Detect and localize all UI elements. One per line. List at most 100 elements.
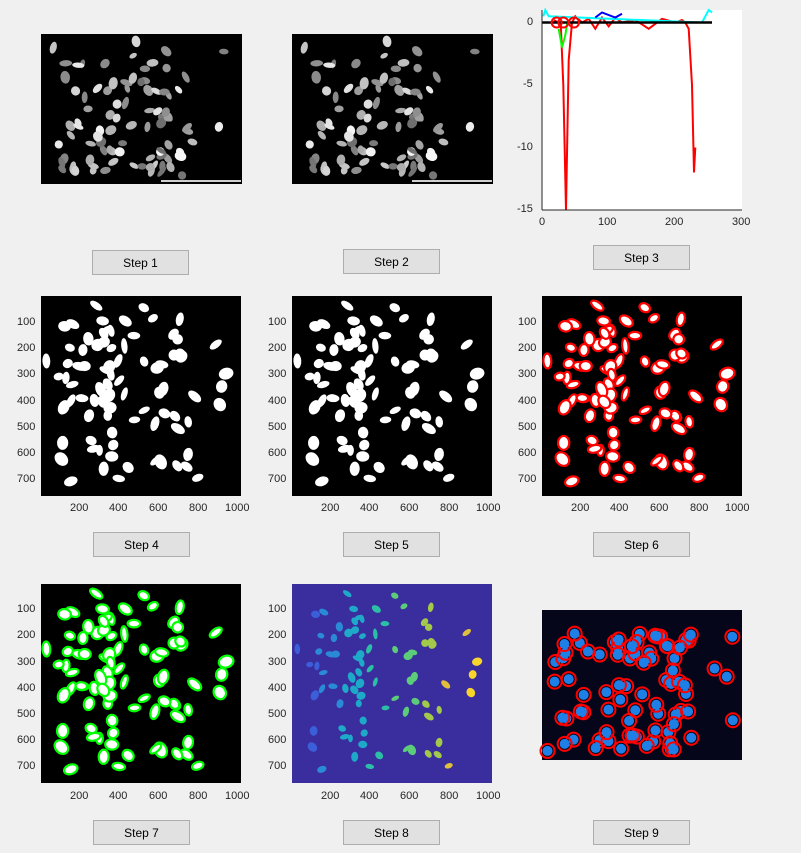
red-outline (563, 475, 580, 488)
binary-blob (390, 356, 400, 367)
y-tick: 400 (268, 682, 287, 694)
label-blob (310, 690, 319, 701)
nucleus-dot (372, 96, 380, 110)
step3-button[interactable]: Step 3 (593, 245, 690, 270)
green-outline (104, 738, 120, 751)
step7-button[interactable]: Step 7 (93, 820, 190, 845)
binary-blob (305, 452, 320, 466)
label-blob (358, 740, 368, 749)
overlay-circle (591, 646, 608, 663)
step1-button[interactable]: Step 1 (92, 250, 189, 275)
nucleus-dot (100, 58, 110, 69)
y-tick: 700 (268, 760, 287, 772)
red-outline (578, 359, 593, 373)
nucleus-dot (359, 77, 369, 90)
overlay-nucleus (679, 680, 690, 691)
overlay-nucleus (569, 628, 580, 639)
step4-button[interactable]: Step 4 (93, 532, 190, 557)
green-outline (74, 681, 89, 692)
overlay-circle (635, 654, 652, 671)
binary-blob (57, 400, 70, 415)
label-blob (441, 680, 451, 689)
overlay-nucleus (638, 657, 649, 668)
green-outline (137, 590, 151, 602)
green-outline (77, 647, 92, 661)
label-blob (391, 592, 399, 599)
red-outline (613, 374, 627, 388)
label-blob (314, 661, 320, 671)
binary-blob (108, 439, 119, 451)
binary-blob (313, 371, 321, 385)
binary-blob (372, 338, 379, 354)
y-tick: 500 (17, 708, 36, 720)
overlay-nucleus (550, 657, 561, 668)
label-blob (339, 734, 350, 740)
nucleus-dot (300, 41, 308, 54)
red-outline (688, 389, 704, 404)
binary-blob (106, 344, 117, 353)
y-tick: 400 (518, 395, 537, 407)
green-outline (154, 647, 170, 658)
x-tick: 600 (400, 790, 419, 802)
nucleus-dot (311, 70, 322, 84)
overlay-circle (579, 643, 596, 660)
overlay-nucleus (563, 674, 574, 685)
overlay-circle (680, 703, 697, 720)
green-outline (105, 713, 119, 728)
red-outline (657, 380, 671, 398)
binary-blob (346, 381, 358, 398)
nucleus-dot (390, 65, 402, 73)
overlay-circle (621, 712, 638, 729)
y-tick: 500 (268, 708, 287, 720)
green-outline (56, 687, 71, 704)
nucleus-dot (470, 48, 480, 55)
nucleus-dot (425, 85, 434, 94)
label-blob (318, 684, 326, 694)
y-tick: 700 (268, 473, 287, 485)
label-blob (330, 633, 338, 643)
step2-button[interactable]: Step 2 (343, 249, 440, 274)
overlay-nucleus (559, 738, 570, 749)
red-outline (554, 451, 571, 467)
green-outline (85, 731, 102, 742)
label-blob (355, 668, 363, 677)
red-outline (715, 379, 730, 394)
red-outline (683, 446, 696, 463)
nucleus-dot (72, 62, 85, 68)
nucleus-dot (156, 147, 166, 154)
y-tick: 400 (17, 395, 36, 407)
green-outline (105, 655, 116, 670)
y-tick: 700 (17, 760, 36, 772)
step7-green-outlines (41, 587, 235, 776)
overlay-nucleus (721, 671, 732, 682)
label-blob (427, 602, 434, 613)
nucleus-dot (408, 166, 418, 177)
nucleus-dot (325, 118, 333, 127)
nucleus-dot (112, 113, 121, 123)
binary-blob (127, 331, 141, 340)
overlay-circle (554, 709, 571, 726)
nucleus-dot (351, 58, 361, 69)
x-tick: 800 (189, 502, 208, 514)
y-tick: 600 (518, 447, 537, 459)
binary-blob (334, 332, 345, 346)
overlay-nucleus (667, 665, 678, 676)
y-tick: 400 (268, 395, 287, 407)
nucleus-dot (146, 59, 159, 67)
step9-button[interactable]: Step 9 (593, 820, 690, 845)
step8-button[interactable]: Step 8 (343, 820, 440, 845)
nucleus-dot (322, 166, 331, 176)
overlay-nucleus (685, 629, 696, 640)
label-blob (328, 683, 337, 689)
y-tick: 100 (268, 603, 287, 615)
nucleus-dot (380, 52, 388, 59)
binary-blob (316, 380, 330, 389)
step5-button[interactable]: Step 5 (343, 532, 440, 557)
chart-y-tick: 0 (527, 16, 534, 28)
binary-blob (431, 461, 444, 472)
binary-blob (62, 358, 73, 369)
overlay-nucleus (637, 689, 648, 700)
step6-button[interactable]: Step 6 (593, 532, 690, 557)
y-tick: 200 (268, 342, 287, 354)
nucleus-dot (151, 87, 162, 95)
